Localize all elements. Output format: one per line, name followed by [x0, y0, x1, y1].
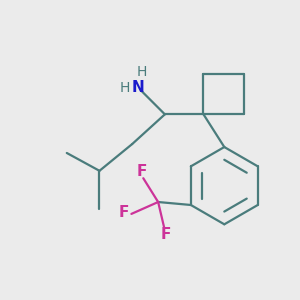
Text: N: N	[132, 80, 145, 95]
Text: F: F	[119, 205, 129, 220]
Text: H: H	[136, 65, 147, 79]
Text: F: F	[160, 227, 171, 242]
Text: F: F	[136, 164, 147, 179]
Text: H: H	[119, 81, 130, 94]
